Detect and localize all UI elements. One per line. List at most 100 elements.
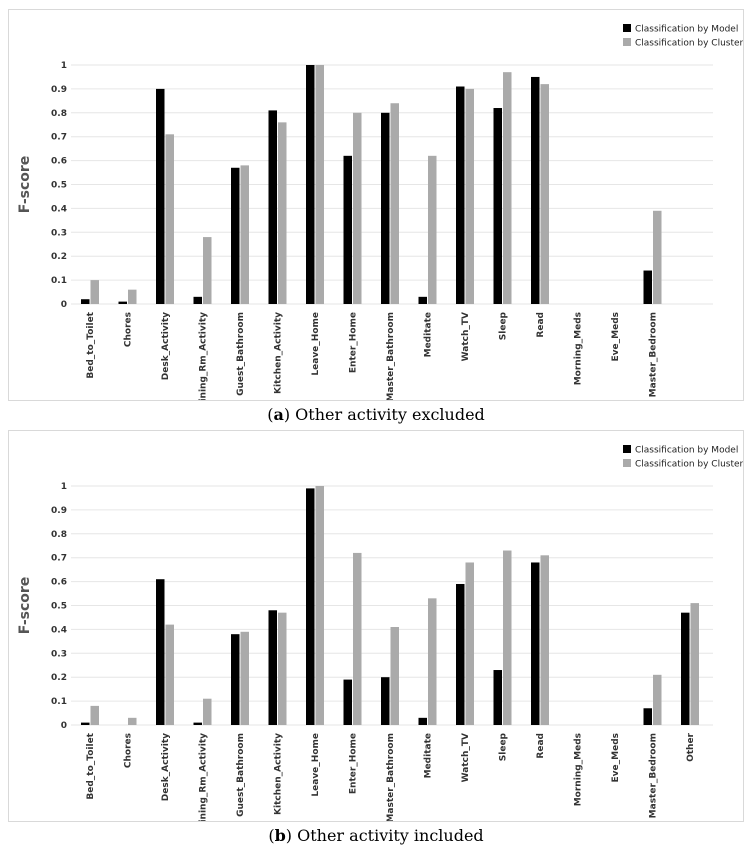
y-tick-label: 0.2 — [51, 673, 67, 683]
bar-cluster — [240, 165, 249, 304]
y-tick-label: 1 — [61, 482, 67, 492]
caption-b: (b) Other activity included — [268, 826, 484, 845]
y-tick-label: 1 — [61, 61, 67, 71]
y-tick-label: 0.7 — [51, 133, 67, 143]
bar-model — [193, 722, 202, 725]
bar-model — [381, 677, 390, 725]
y-axis-label: F-score — [17, 156, 33, 214]
bar-cluster — [465, 562, 474, 725]
y-tick-label: 0.9 — [51, 506, 67, 516]
bar-model — [493, 108, 502, 305]
legend-label: Classification by Cluster — [635, 460, 743, 470]
x-category-label: Meditate — [424, 312, 434, 357]
y-axis-label: F-score — [17, 577, 33, 635]
legend-label: Classification by Model — [635, 25, 738, 35]
y-tick-label: 0.8 — [51, 109, 67, 119]
x-category-label: Leave_Home — [311, 312, 321, 376]
legend-swatch — [623, 38, 631, 46]
y-tick-label: 0.5 — [51, 602, 67, 612]
bar-cluster — [653, 210, 662, 304]
bar-cluster — [90, 705, 99, 725]
legend-label: Classification by Cluster — [635, 39, 743, 49]
bar-cluster — [315, 486, 324, 725]
x-category-label: Leave_Home — [311, 733, 321, 797]
y-tick-label: 0.6 — [51, 578, 67, 588]
x-category-label: Guest_Bathroom — [236, 733, 246, 817]
y-tick-label: 0.4 — [51, 625, 67, 635]
y-tick-label: 0.3 — [51, 228, 67, 238]
bar-cluster — [278, 612, 287, 725]
chart-panel-a: 0 0.1 0.2 0.3 0.4 0.5 0.6 0.7 0.8 0.9 1 F-score Bed_… — [8, 9, 744, 401]
bar-cluster — [428, 598, 437, 725]
x-category-label: Sleep — [499, 311, 509, 340]
bar-model — [531, 562, 540, 725]
caption-a-letter: a — [273, 405, 284, 424]
y-tick-label: 0.7 — [51, 554, 67, 564]
x-category-label: Guest_Bathroom — [236, 312, 246, 396]
bar-cluster — [90, 280, 99, 304]
y-tick-label: 0.6 — [51, 157, 67, 167]
bar-cluster — [503, 550, 512, 725]
bar-cluster — [465, 88, 474, 305]
chart-panel-b: 0 0.1 0.2 0.3 0.4 0.5 0.6 0.7 0.8 0.9 1 F-score Bed_… — [8, 430, 744, 822]
bar-model — [493, 670, 502, 725]
bar-model — [81, 722, 90, 725]
bar-cluster — [203, 698, 212, 725]
bar-cluster — [353, 552, 362, 725]
x-category-label: Dining_Rm_Activity — [199, 312, 209, 400]
x-category-label: Dining_Rm_Activity — [199, 733, 209, 821]
bar-model — [306, 65, 315, 304]
x-category-label: Bed_to_Toilet — [86, 732, 96, 799]
y-tick-label: 0.9 — [51, 85, 67, 95]
bar-cluster — [503, 72, 512, 304]
bar-cluster — [653, 674, 662, 725]
chart-b: 0 0.1 0.2 0.3 0.4 0.5 0.6 0.7 0.8 0.9 1 F-score Bed_… — [17, 445, 743, 821]
bar-cluster — [540, 84, 549, 305]
bar-model — [231, 634, 240, 725]
bar-cluster — [203, 237, 212, 304]
x-category-label: Morning_Meds — [574, 312, 584, 385]
bar-cluster — [165, 624, 174, 725]
x-category-label: Desk_Activity — [161, 312, 171, 380]
chart-a: 0 0.1 0.2 0.3 0.4 0.5 0.6 0.7 0.8 0.9 1 F-score Bed_… — [17, 24, 743, 400]
bar-model — [343, 679, 352, 725]
bar-cluster — [428, 155, 437, 304]
x-category-label: Master_Bedroom — [649, 312, 659, 397]
bar-model — [643, 270, 652, 304]
x-category-label: Bed_to_Toilet — [86, 311, 96, 378]
bar-model — [118, 301, 127, 304]
caption-b-letter: b — [274, 826, 286, 845]
caption-a-text: Other activity excluded — [295, 405, 485, 424]
bar-cluster — [353, 112, 362, 304]
bar-model — [306, 488, 315, 725]
bar-model — [418, 717, 427, 725]
bar-cluster — [128, 717, 137, 725]
x-category-label: Watch_TV — [461, 733, 471, 782]
y-tick-label: 0 — [61, 721, 67, 731]
y-tick-label: 0.4 — [51, 204, 67, 214]
x-category-label: Other — [686, 732, 696, 761]
x-category-label: Desk_Activity — [161, 733, 171, 801]
bar-cluster — [540, 555, 549, 725]
x-category-label: Eve_Meds — [611, 312, 621, 361]
x-category-label: Sleep — [499, 732, 509, 761]
legend-swatch — [623, 24, 631, 32]
x-category-label: Meditate — [424, 733, 434, 778]
bar-model — [643, 708, 652, 725]
caption-b-text: Other activity included — [297, 826, 484, 845]
y-tick-label: 0.2 — [51, 252, 67, 262]
x-category-label: Chores — [124, 733, 134, 768]
bar-model — [418, 296, 427, 304]
x-category-label: Read — [536, 733, 546, 759]
bar-cluster — [315, 65, 324, 304]
bar-model — [156, 88, 165, 305]
x-category-label: Master_Bedroom — [649, 733, 659, 818]
y-tick-label: 0.5 — [51, 181, 67, 191]
bar-cluster — [390, 627, 399, 725]
x-category-label: Master_Bathroom — [386, 312, 396, 400]
y-tick-label: 0.1 — [51, 697, 67, 707]
bar-cluster — [165, 134, 174, 304]
x-category-label: Read — [536, 312, 546, 338]
bar-model — [156, 579, 165, 725]
x-category-label: Kitchen_Activity — [274, 733, 284, 815]
